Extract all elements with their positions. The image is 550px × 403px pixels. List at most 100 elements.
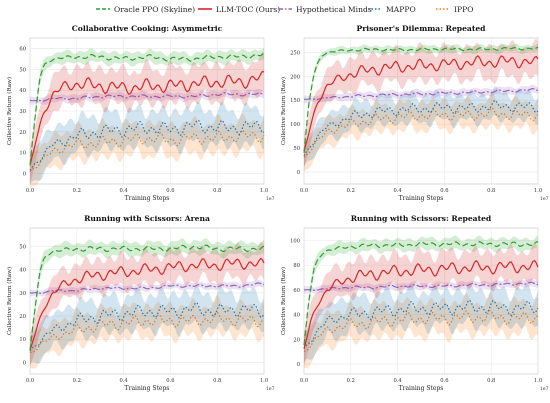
y-axis-label: Collective Return (Raw) bbox=[280, 77, 287, 145]
x-axis-label: Training Steps bbox=[125, 195, 170, 202]
band-ippo bbox=[304, 93, 538, 172]
x-tick-label: 1.0 bbox=[534, 378, 542, 384]
chart-0: 0 10 20 30 40 50 60 0.0 0.2 0.4 0.6 0.8 1.0 Collabora… bbox=[6, 24, 275, 202]
y-axis-label: Collective Return (Raw) bbox=[280, 267, 287, 335]
x-tick-label: 0.6 bbox=[166, 188, 174, 194]
legend-item-oracle-ppo: Oracle PPO (Skyline) bbox=[96, 3, 195, 15]
y-axis-label: Collective Return (Raw) bbox=[6, 77, 13, 145]
band-oracle-ppo-skyline bbox=[304, 235, 538, 350]
y-tick-label: 30 bbox=[19, 109, 26, 115]
legend-label: Hypothetical Minds bbox=[296, 4, 372, 14]
y-axis-label: Collective Return (Raw) bbox=[6, 267, 13, 335]
series-line-llm-toc-ours bbox=[303, 55, 539, 152]
y-tick-label: 20 bbox=[293, 337, 300, 343]
chart-1: 0 50 100 150 200 250 0.0 0.2 0.4 0.6 0.8 1.0 Prisone… bbox=[280, 24, 549, 202]
chart-3: 0 20 40 60 80 100 0.0 0.2 0.4 0.6 0.8 1.0 Running wi… bbox=[280, 214, 549, 392]
y-tick-label: 60 bbox=[293, 288, 300, 294]
y-tick-label: 50 bbox=[19, 67, 26, 73]
band-oracle-ppo-skyline bbox=[30, 238, 264, 356]
x-tick-label: 0.0 bbox=[300, 378, 308, 384]
chart-title: Running with Scissors: Arena bbox=[84, 214, 210, 223]
legend-swatch-oracle-ppo bbox=[96, 8, 110, 10]
x-tick-label: 0.4 bbox=[393, 378, 402, 384]
series-line-llm-toc-ours bbox=[303, 260, 539, 349]
chart-2: 0 10 20 30 40 50 0.0 0.2 0.4 0.6 0.8 1.0 Running wit… bbox=[6, 214, 275, 392]
legend-label: MAPPO bbox=[386, 4, 416, 14]
y-tick-label: 20 bbox=[19, 130, 26, 136]
y-tick-label: 20 bbox=[19, 314, 26, 320]
x-tick-label: 0.8 bbox=[487, 378, 495, 384]
legend-label: LLM-TOC (Ours) bbox=[216, 4, 281, 14]
chart-title: Running with Scissors: Repeated bbox=[351, 214, 492, 223]
plot-area bbox=[303, 227, 539, 375]
x-tick-label: 0.0 bbox=[300, 188, 308, 194]
series-line-oracle-ppo-skyline bbox=[303, 46, 539, 153]
x-tick-label: 1.0 bbox=[260, 378, 268, 384]
x-tick-label: 0.8 bbox=[213, 378, 221, 384]
x-tick-label: 0.2 bbox=[73, 188, 81, 194]
series-line-ippo bbox=[29, 311, 265, 354]
x-tick-label: 0.0 bbox=[26, 188, 34, 194]
chart-title: Prisoner's Dilemma: Repeated bbox=[356, 24, 486, 33]
series-line-oracle-ppo-skyline bbox=[29, 52, 265, 166]
legend-swatch-ippo bbox=[436, 8, 450, 10]
series-line-hypothetical-minds bbox=[29, 282, 265, 295]
x-tick-label: 0.6 bbox=[440, 188, 448, 194]
series-line-oracle-ppo-skyline bbox=[29, 244, 265, 351]
y-tick-label: 50 bbox=[293, 146, 300, 152]
x-axis-label: Training Steps bbox=[399, 195, 444, 202]
legend-label: Oracle PPO (Skyline) bbox=[114, 4, 196, 14]
band-mappo bbox=[304, 86, 538, 167]
y-tick-label: 30 bbox=[19, 291, 26, 297]
legend-item-mappo: MAPPO bbox=[368, 3, 416, 15]
series-line-mappo bbox=[303, 99, 539, 157]
x-tick-label: 0.4 bbox=[119, 378, 128, 384]
series-line-llm-toc-ours bbox=[29, 70, 265, 166]
y-tick-label: 250 bbox=[290, 50, 300, 56]
legend-item-ippo: IPPO bbox=[436, 3, 473, 15]
series-line-hypothetical-minds bbox=[303, 281, 539, 292]
x-axis-exponent: 1e7 bbox=[540, 196, 549, 202]
band-ippo bbox=[304, 292, 538, 369]
band-ippo bbox=[30, 113, 264, 188]
legend: Oracle PPO (Skyline) LLM-TOC (Ours) Hypo… bbox=[0, 0, 550, 18]
x-tick-label: 1.0 bbox=[260, 188, 268, 194]
series-line-oracle-ppo-skyline bbox=[303, 241, 539, 346]
series-line-ippo bbox=[303, 310, 539, 352]
y-tick-label: 10 bbox=[19, 337, 26, 343]
band-mappo bbox=[30, 101, 264, 185]
x-tick-label: 0.0 bbox=[26, 378, 34, 384]
y-tick-label: 80 bbox=[293, 263, 300, 269]
y-tick-label: 100 bbox=[290, 122, 300, 128]
x-axis-exponent: 1e7 bbox=[540, 386, 549, 392]
chart-panel-rws-arena: 0 10 20 30 40 50 0.0 0.2 0.4 0.6 0.8 1.0 Running wit… bbox=[2, 210, 275, 400]
band-mappo bbox=[304, 282, 538, 363]
x-tick-label: 0.2 bbox=[347, 378, 355, 384]
chart-panel-collaborative-cooking: 0 10 20 30 40 50 60 0.0 0.2 0.4 0.6 0.8 1.0 Collabora… bbox=[2, 20, 275, 210]
x-tick-label: 0.2 bbox=[347, 188, 355, 194]
series-line-hypothetical-minds bbox=[29, 92, 265, 102]
band-llm-toc-ours bbox=[304, 39, 538, 168]
y-tick-label: 40 bbox=[19, 88, 26, 94]
x-tick-label: 0.6 bbox=[166, 378, 174, 384]
chart-panel-rws-repeated: 0 20 40 60 80 100 0.0 0.2 0.4 0.6 0.8 1.0 Running wi… bbox=[276, 210, 549, 400]
x-tick-label: 0.8 bbox=[213, 188, 221, 194]
x-axis-label: Training Steps bbox=[125, 385, 170, 392]
legend-item-llm-toc: LLM-TOC (Ours) bbox=[198, 3, 280, 15]
y-tick-label: 50 bbox=[19, 245, 26, 251]
x-tick-label: 0.8 bbox=[487, 188, 495, 194]
y-tick-label: 0 bbox=[23, 172, 26, 178]
y-tick-label: 200 bbox=[290, 74, 300, 80]
chart-title: Collaborative Cooking: Asymmetric bbox=[72, 24, 223, 33]
series-line-mappo bbox=[29, 119, 265, 171]
y-tick-label: 100 bbox=[290, 238, 300, 244]
legend-swatch-mappo bbox=[368, 8, 382, 10]
x-tick-label: 0.2 bbox=[73, 378, 81, 384]
y-tick-label: 40 bbox=[293, 313, 300, 319]
legend-swatch-llm-toc bbox=[198, 8, 212, 10]
band-mappo bbox=[30, 285, 264, 365]
band-llm-toc-ours bbox=[30, 51, 264, 184]
y-tick-label: 0 bbox=[297, 170, 300, 176]
legend-label: IPPO bbox=[454, 4, 474, 14]
